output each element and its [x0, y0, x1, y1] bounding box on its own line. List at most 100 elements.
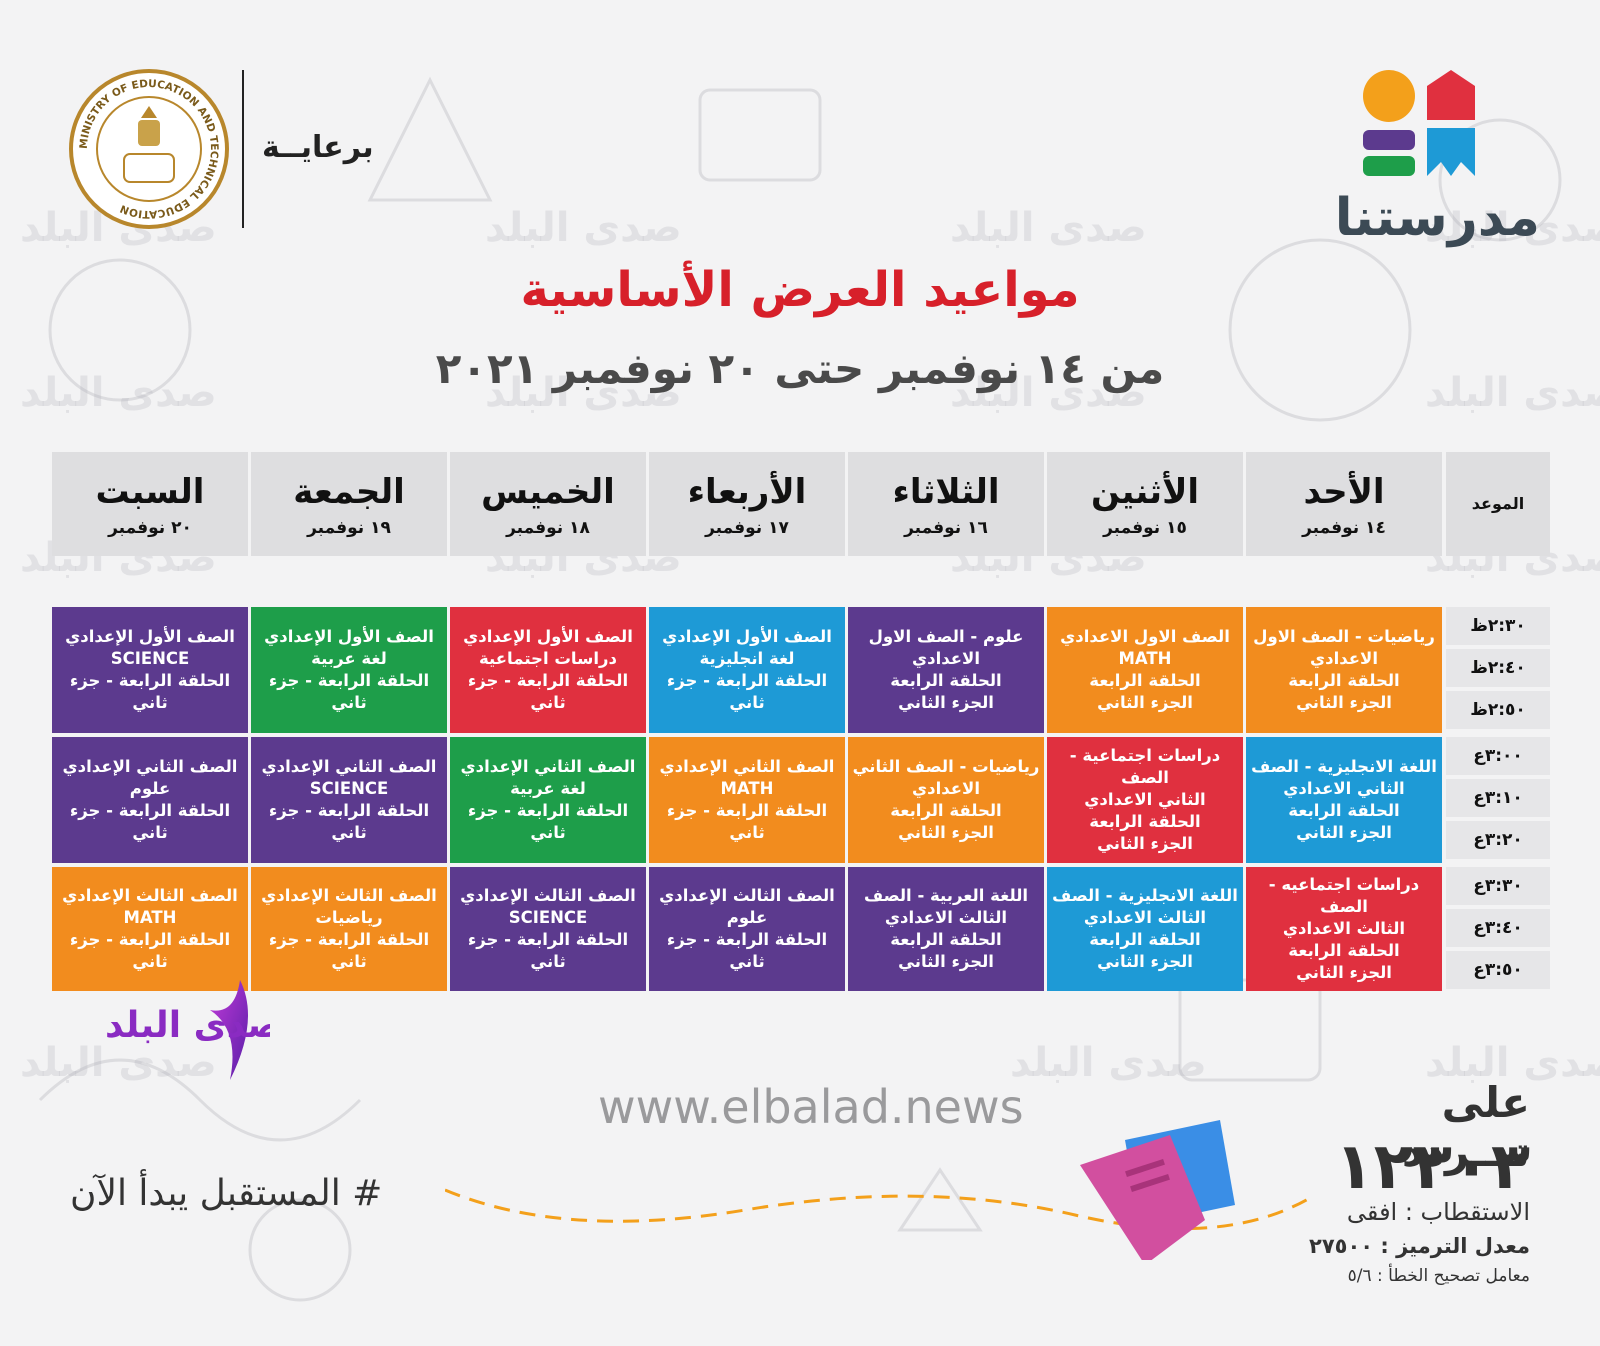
cell-line: الثالث الاعدادي: [1083, 908, 1207, 927]
day-name: الخميس: [481, 472, 615, 512]
schedule-cell: دراسات اجتماعيه - الصف الثالث الاعدادي ا…: [1246, 867, 1442, 991]
channel-logo-text: صدى البلد: [105, 1005, 270, 1046]
cell-line: الثاني الاعدادي: [1084, 790, 1206, 809]
cell-line: الحلقة الرابعة: [1288, 941, 1400, 960]
frequency-number: ١٢٣٠٣: [1334, 1130, 1530, 1204]
cell-line: لغة عربية: [311, 649, 387, 668]
time-slot: ٢:٣٠ظ: [1446, 607, 1550, 645]
cell-line: SCIENCE: [110, 649, 190, 668]
cell-line: الصف الثالث الإعدادي: [261, 886, 437, 905]
cell-line: اللغة العربية - الصف: [863, 886, 1029, 905]
cell-line: الحلقة الرابعة: [890, 930, 1002, 949]
day-name: الأحد: [1303, 472, 1385, 512]
cell-line: الحلقة الرابعة: [1089, 671, 1201, 690]
day-name: السبت: [95, 472, 205, 512]
cell-line: الصف الثالث الإعدادي: [659, 886, 835, 905]
cell-line: الحلقة الرابعة - جزء ثاني: [268, 671, 430, 712]
cell-line: الاعدادي: [1310, 649, 1378, 668]
cell-line: SCIENCE: [309, 779, 389, 798]
fec-text: معامل تصحيح الخطأ : ٥/٦: [1347, 1266, 1530, 1286]
cell-line: الصف الأول الإعدادي: [65, 627, 235, 646]
cell-line: الجزء الثاني: [898, 823, 994, 842]
cell-line: الجزء الثاني: [898, 693, 994, 712]
watermark: صدى البلد: [950, 370, 1147, 416]
cell-line: الجزء الثاني: [1296, 693, 1392, 712]
time-column-header: الموعد: [1446, 452, 1550, 556]
cell-line: الصف الثالث الإعدادي: [460, 886, 636, 905]
schedule-cell: الصف الأول الإعدادي لغة انجليزية الحلقة …: [649, 607, 845, 733]
cell-line: الصف الأول الإعدادي: [662, 627, 832, 646]
day-date: ١٦ نوفمبر: [904, 518, 988, 538]
schedule-cell: الصف الثاني الإعدادي SCIENCE الحلقة الرا…: [251, 737, 447, 863]
watermark: صدى البلد: [1425, 205, 1600, 251]
dashed-path: [445, 1188, 1315, 1231]
cell-line: الصف الثاني الإعدادي: [261, 757, 437, 776]
schedule-cell: الصف الأول الإعدادي SCIENCE الحلقة الراب…: [52, 607, 248, 733]
sponsor-label: برعايــة: [262, 130, 374, 165]
watermark: صدى البلد: [1425, 370, 1600, 416]
cell-line: علوم: [129, 779, 171, 798]
time-slot: ٢:٥٠ظ: [1446, 691, 1550, 729]
cell-line: الجزء الثاني: [1097, 834, 1193, 853]
brand-name: مدرستنا: [1334, 188, 1540, 248]
day-date: ١٨ نوفمبر: [506, 518, 590, 538]
cell-line: الحلقة الرابعة - جزء ثاني: [467, 801, 629, 842]
cell-line: الصف الأول الإعدادي: [264, 627, 434, 646]
time-slot: ٣:٣٠ع: [1446, 867, 1550, 905]
time-slot: ٢:٤٠ظ: [1446, 649, 1550, 687]
time-slot: ٣:٤٠ع: [1446, 909, 1550, 947]
ministry-seal-icon: MINISTRY OF EDUCATION AND TECHNICAL EDUC…: [69, 69, 229, 229]
day-date: ٢٠ نوفمبر: [108, 518, 192, 538]
cell-line: الصف الثاني الإعدادي: [659, 757, 835, 776]
time-slot: ٣:٥٠ع: [1446, 951, 1550, 989]
schedule-cell: الصف الثالث الإعدادي SCIENCE الحلقة الرا…: [450, 867, 646, 991]
watermark: صدى البلد: [485, 370, 682, 416]
cell-line: رياضيات - الصف الاول: [1253, 627, 1435, 646]
schedule-cell: الصف الثاني الإعدادي علوم الحلقة الرابعة…: [52, 737, 248, 863]
cell-line: الجزء الثاني: [1097, 693, 1193, 712]
schedule-cell: الصف الثالث الإعدادي علوم الحلقة الرابعة…: [649, 867, 845, 991]
schedule-cell: الصف الاول الاعدادي MATH الحلقة الرابعة …: [1047, 607, 1243, 733]
cell-line: علوم: [726, 908, 768, 927]
cell-line: الثالث الاعدادي: [1282, 919, 1406, 938]
polarization-text: الاستقطاب : افقى: [1346, 1198, 1530, 1226]
schedule-cell: اللغة الانجليزية - الصف الثالث الاعدادي …: [1047, 867, 1243, 991]
day-name: الثلاثاء: [892, 472, 1000, 512]
cell-line: الحلقة الرابعة: [1288, 671, 1400, 690]
schedule-cell: الصف الثاني الإعدادي MATH الحلقة الرابعة…: [649, 737, 845, 863]
cell-line: الحلقة الرابعة - جزء ثاني: [666, 671, 828, 712]
day-header-monday: الأثنين ١٥ نوفمبر: [1047, 452, 1243, 556]
cell-line: الحلقة الرابعة - جزء ثاني: [69, 801, 231, 842]
cell-line: الجزء الثاني: [1296, 963, 1392, 982]
watermark: صدى البلد: [20, 370, 217, 416]
cell-line: علوم - الصف الاول: [868, 627, 1024, 646]
cell-line: MATH: [123, 908, 177, 927]
cell-line: SCIENCE: [508, 908, 588, 927]
cell-line: الجزء الثاني: [898, 952, 994, 971]
schedule-cell: الصف الثالث الإعدادي MATH الحلقة الرابعة…: [52, 867, 248, 991]
day-date: ١٤ نوفمبر: [1302, 518, 1386, 538]
cell-line: الصف الثاني الإعدادي: [460, 757, 636, 776]
cell-line: MATH: [1118, 649, 1172, 668]
day-header-friday: الجمعة ١٩ نوفمبر: [251, 452, 447, 556]
watermark: صدى البلد: [1010, 1040, 1207, 1086]
cell-line: الحلقة الرابعة: [890, 671, 1002, 690]
day-date: ١٩ نوفمبر: [307, 518, 391, 538]
hashtag-slogan: # المستقبل يبدأ الآن: [70, 1173, 383, 1214]
cell-line: دراسات اجتماعية - الصف: [1069, 746, 1221, 787]
cell-line: الحلقة الرابعة - جزء ثاني: [268, 801, 430, 842]
day-name: الأثنين: [1090, 472, 1200, 512]
cell-line: لغة عربية: [510, 779, 586, 798]
cell-line: الحلقة الرابعة: [1288, 801, 1400, 820]
sada-elbalad-logo-icon: صدى البلد: [105, 980, 270, 1080]
day-header-thursday: الخميس ١٨ نوفمبر: [450, 452, 646, 556]
day-date: ١٧ نوفمبر: [705, 518, 789, 538]
schedule-cell: علوم - الصف الاول الاعدادي الحلقة الرابع…: [848, 607, 1044, 733]
cell-line: دراسات اجتماعيه - الصف: [1268, 875, 1420, 916]
cell-line: اللغة الانجليزية - الصف: [1251, 757, 1437, 776]
cell-line: الحلقة الرابعة - جزء ثاني: [666, 930, 828, 971]
cell-line: الحلقة الرابعة - جزء ثاني: [69, 930, 231, 971]
day-header-wednesday: الأربعاء ١٧ نوفمبر: [649, 452, 845, 556]
watermark: صدى البلد: [1425, 1040, 1600, 1086]
schedule-cell: دراسات اجتماعية - الصف الثاني الاعدادي ا…: [1047, 737, 1243, 863]
